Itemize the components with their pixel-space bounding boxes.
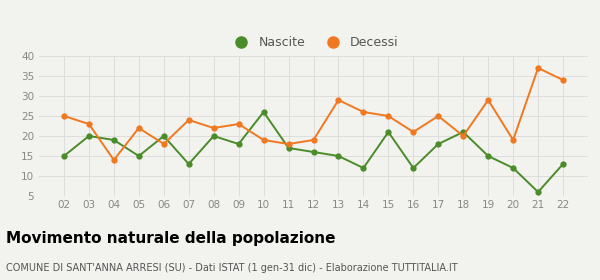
Text: Movimento naturale della popolazione: Movimento naturale della popolazione bbox=[6, 231, 335, 246]
Legend: Nascite, Decessi: Nascite, Decessi bbox=[223, 31, 404, 54]
Text: COMUNE DI SANT'ANNA ARRESI (SU) - Dati ISTAT (1 gen-31 dic) - Elaborazione TUTTI: COMUNE DI SANT'ANNA ARRESI (SU) - Dati I… bbox=[6, 263, 458, 273]
